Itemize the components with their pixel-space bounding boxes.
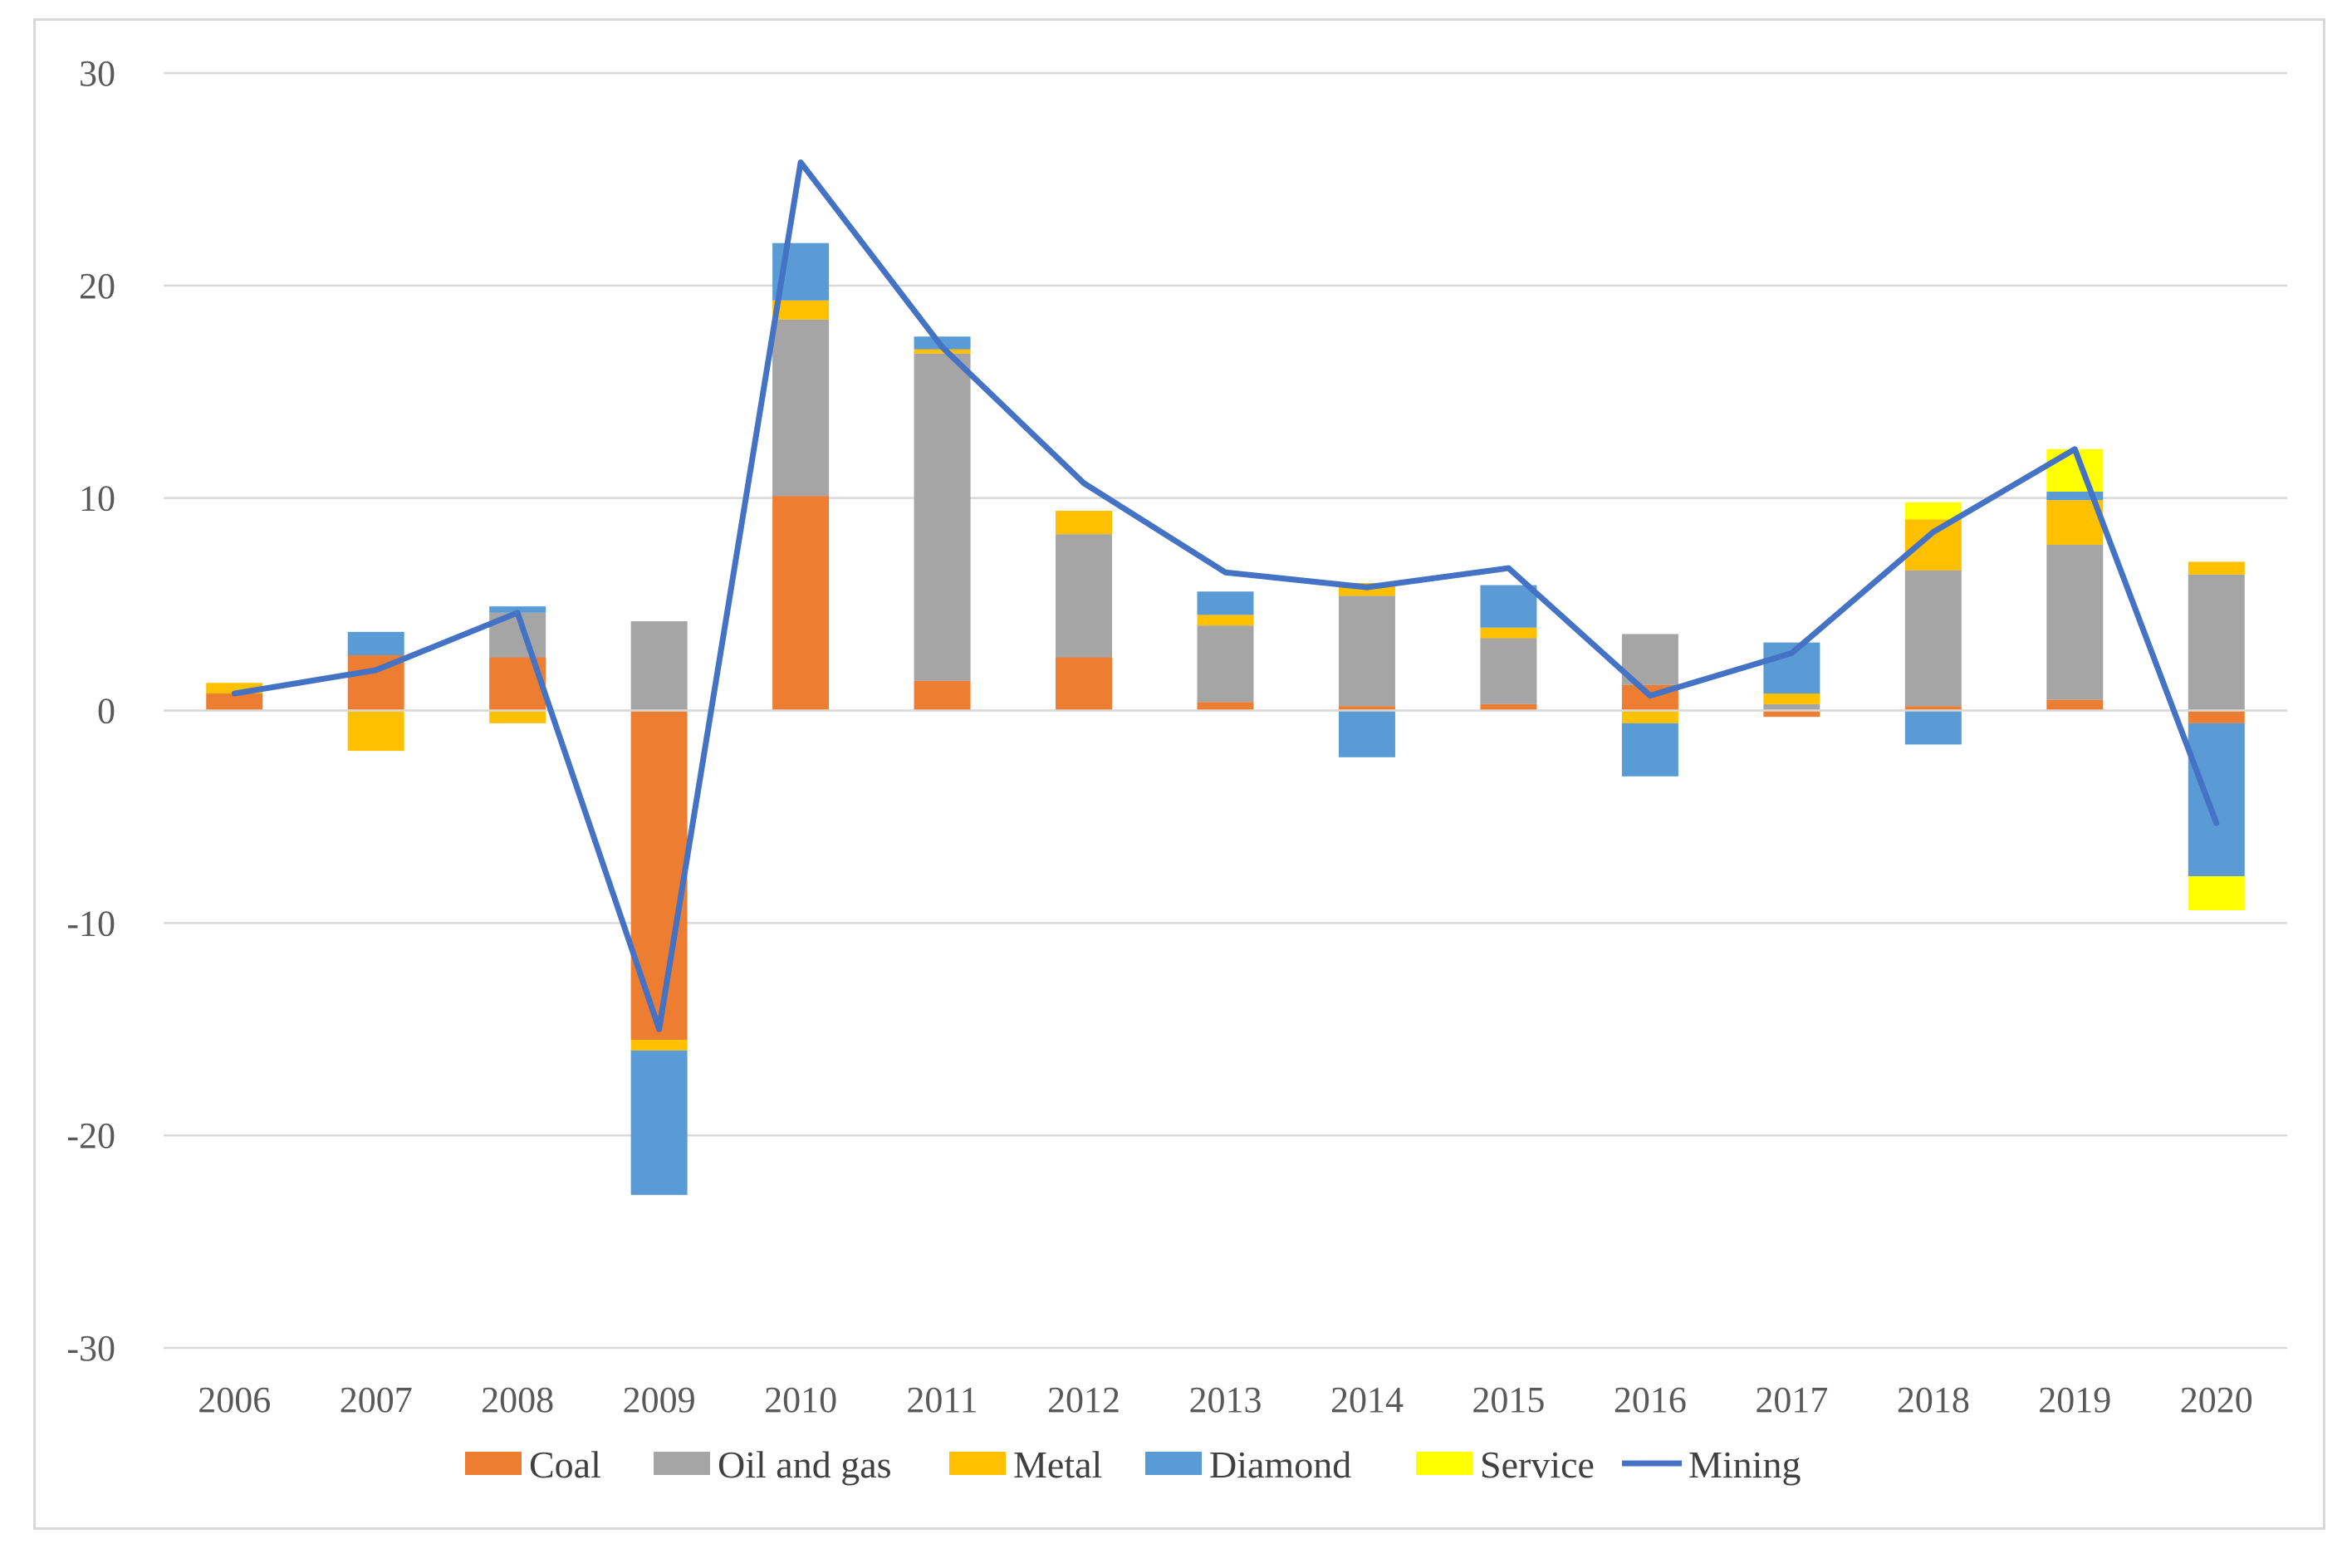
bar-diamond bbox=[630, 1050, 688, 1195]
bar-coal bbox=[2188, 710, 2245, 723]
y-tick-label: 0 bbox=[97, 691, 115, 732]
bar-metal bbox=[1904, 519, 1962, 571]
x-tick-label: 2010 bbox=[764, 1379, 837, 1420]
bar-metal bbox=[630, 1040, 688, 1051]
legend-label-diamond: Diamond bbox=[1209, 1443, 1351, 1486]
legend-swatch-service bbox=[1416, 1452, 1472, 1475]
y-tick-label: 10 bbox=[79, 478, 115, 519]
legend-swatch-diamond bbox=[1145, 1452, 1202, 1475]
x-tick-label: 2007 bbox=[340, 1379, 413, 1420]
bar-oil-and-gas bbox=[1763, 703, 1820, 711]
x-tick-label: 2009 bbox=[623, 1379, 696, 1420]
x-tick-label: 2019 bbox=[2038, 1379, 2111, 1420]
legend-label-mining: Mining bbox=[1688, 1443, 1801, 1486]
bar-coal bbox=[630, 710, 688, 1041]
chart-frame bbox=[33, 18, 2325, 1530]
bar-metal bbox=[1056, 511, 1113, 535]
bar-diamond bbox=[1904, 710, 1962, 745]
y-tick-label: 30 bbox=[79, 53, 115, 94]
bar-oil-and-gas bbox=[2046, 544, 2104, 700]
bar-coal bbox=[772, 496, 830, 711]
bar-coal bbox=[1197, 702, 1254, 711]
y-tick-label: -20 bbox=[66, 1115, 115, 1156]
bar-oil-and-gas bbox=[1904, 570, 1962, 707]
bar-coal bbox=[1904, 706, 1962, 711]
x-tick-label: 2014 bbox=[1330, 1379, 1404, 1420]
x-tick-label: 2017 bbox=[1755, 1379, 1828, 1420]
bar-coal bbox=[1056, 657, 1113, 711]
bar-service bbox=[2188, 876, 2245, 910]
x-tick-label: 2015 bbox=[1472, 1379, 1545, 1420]
bar-diamond bbox=[1621, 723, 1678, 777]
x-tick-label: 2013 bbox=[1189, 1379, 1262, 1420]
legend-label-service: Service bbox=[1480, 1443, 1595, 1486]
x-tick-label: 2018 bbox=[1897, 1379, 1970, 1420]
bar-metal bbox=[914, 349, 971, 354]
legend-swatch-metal bbox=[949, 1452, 1006, 1475]
x-tick-label: 2012 bbox=[1047, 1379, 1120, 1420]
x-tick-label: 2016 bbox=[1614, 1379, 1687, 1420]
bar-diamond bbox=[1197, 591, 1254, 615]
legend-label-coal: Coal bbox=[529, 1443, 601, 1486]
bar-service bbox=[1904, 502, 1962, 520]
bar-coal bbox=[1763, 710, 1820, 718]
bar-diamond bbox=[347, 631, 404, 655]
bar-diamond bbox=[1480, 585, 1537, 628]
legend-swatch-oil-and-gas bbox=[654, 1452, 710, 1475]
legend-label-metal: Metal bbox=[1013, 1443, 1102, 1486]
y-tick-label: -30 bbox=[66, 1328, 115, 1369]
x-tick-label: 2006 bbox=[198, 1379, 271, 1420]
bar-metal bbox=[347, 710, 404, 752]
bar-oil-and-gas bbox=[630, 621, 688, 711]
bar-diamond bbox=[1338, 710, 1395, 757]
y-tick-label: -10 bbox=[66, 903, 115, 943]
bar-oil-and-gas bbox=[914, 353, 971, 681]
bar-metal bbox=[772, 300, 830, 320]
bar-coal bbox=[206, 693, 263, 711]
x-tick-label: 2020 bbox=[2180, 1379, 2253, 1420]
bar-oil-and-gas bbox=[2188, 574, 2245, 711]
legend-label-oil-and-gas: Oil and gas bbox=[718, 1443, 892, 1486]
line-mining bbox=[231, 159, 2220, 1032]
bar-coal bbox=[1480, 703, 1537, 711]
legend-swatch-coal bbox=[465, 1452, 522, 1475]
bar-coal bbox=[2046, 699, 2104, 711]
bar-coal bbox=[914, 680, 971, 711]
bar-diamond bbox=[2188, 723, 2245, 877]
bar-metal bbox=[1763, 693, 1820, 704]
bar-oil-and-gas bbox=[1056, 534, 1113, 658]
bar-diamond bbox=[489, 606, 546, 613]
x-tick-label: 2011 bbox=[906, 1379, 978, 1420]
bar-coal bbox=[1338, 706, 1395, 711]
x-tick-label: 2008 bbox=[481, 1379, 554, 1420]
bar-metal bbox=[1480, 627, 1537, 639]
bar-metal bbox=[1621, 710, 1678, 723]
bar-diamond bbox=[2046, 491, 2104, 501]
bar-metal bbox=[2046, 500, 2104, 545]
bar-metal bbox=[2188, 561, 2245, 575]
bar-oil-and-gas bbox=[1197, 625, 1254, 703]
bar-oil-and-gas bbox=[772, 319, 830, 497]
y-tick-label: 20 bbox=[79, 266, 115, 306]
bar-oil-and-gas bbox=[1480, 638, 1537, 704]
bar-metal bbox=[489, 710, 546, 723]
bar-metal bbox=[1197, 615, 1254, 626]
bar-oil-and-gas bbox=[1338, 595, 1395, 707]
